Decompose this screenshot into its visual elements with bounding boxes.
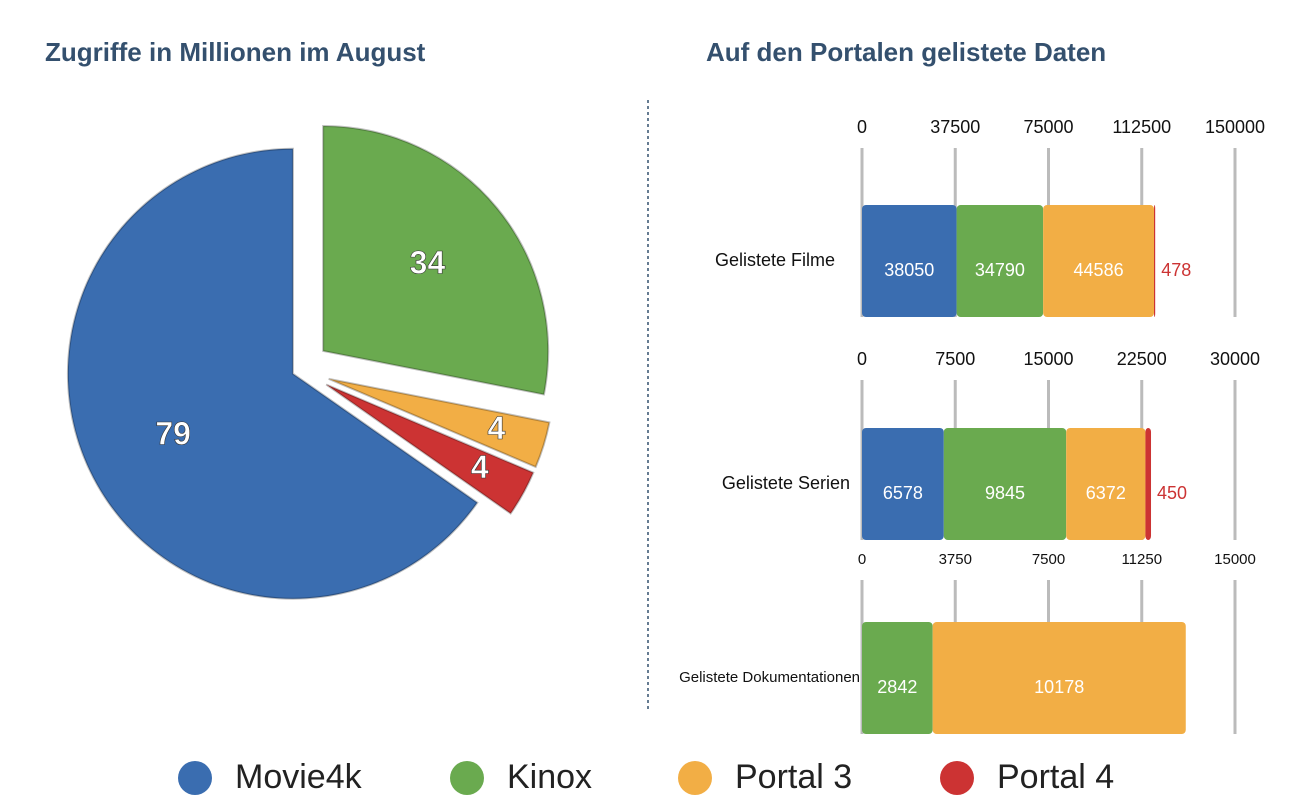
x-tick-label: 3750 — [939, 551, 972, 568]
data-label: 6578 — [883, 483, 923, 503]
category-label: Gelistete Serien — [722, 473, 850, 493]
pie-slice — [328, 377, 551, 469]
bar-segment — [1043, 205, 1154, 317]
x-tick-label: 112500 — [1112, 117, 1171, 137]
pie-slice — [322, 124, 550, 396]
bar-segment — [862, 622, 933, 734]
data-label: 4 — [488, 410, 506, 446]
legend-label: Portal 4 — [997, 758, 1114, 796]
bar-segment — [932, 622, 1186, 734]
bar-segment — [862, 205, 957, 317]
data-label: 10178 — [1034, 677, 1084, 697]
data-label: 34 — [410, 245, 446, 281]
data-label: 6372 — [1086, 483, 1126, 503]
bar-segment — [1153, 205, 1156, 317]
legend-label: Kinox — [507, 758, 592, 796]
data-label: 9845 — [985, 483, 1025, 503]
x-tick-label: 75000 — [1023, 117, 1073, 137]
x-tick-label: 150000 — [1205, 117, 1265, 137]
legend-marker — [450, 761, 484, 795]
legend-marker — [678, 761, 712, 795]
x-tick-label: 0 — [857, 349, 867, 369]
data-label: 34790 — [975, 260, 1025, 280]
bar-segment — [1145, 428, 1152, 540]
legend-marker — [940, 761, 974, 795]
x-tick-label: 22500 — [1117, 349, 1167, 369]
data-label: 38050 — [884, 260, 934, 280]
x-tick-label: 15000 — [1023, 349, 1073, 369]
bar-segment — [943, 428, 1067, 540]
chart-title: Zugriffe in Millionen im August — [45, 37, 426, 67]
x-tick-label: 11250 — [1121, 551, 1162, 568]
x-tick-label: 0 — [858, 551, 866, 568]
data-label: 4 — [471, 449, 489, 485]
x-tick-label: 0 — [857, 117, 867, 137]
bar-segment — [1066, 428, 1146, 540]
x-tick-label: 15000 — [1214, 551, 1256, 568]
legend-label: Movie4k — [235, 758, 363, 796]
pie-slice — [66, 147, 479, 600]
data-label: 44586 — [1074, 260, 1124, 280]
x-tick-label: 7500 — [1032, 551, 1065, 568]
bar-segment — [862, 428, 944, 540]
data-label: 450 — [1157, 483, 1187, 503]
legend-label: Portal 3 — [735, 758, 852, 796]
pie-slice — [325, 383, 535, 515]
data-label: 478 — [1161, 260, 1191, 280]
x-tick-label: 30000 — [1210, 349, 1260, 369]
x-tick-label: 37500 — [930, 117, 980, 137]
category-label: Gelistete Filme — [715, 250, 835, 270]
x-tick-label: 7500 — [935, 349, 975, 369]
chart-title: Auf den Portalen gelistete Daten — [706, 37, 1106, 67]
data-label: 2842 — [877, 677, 917, 697]
category-label: Gelistete Dokumentationen — [679, 669, 860, 686]
bar-segment — [956, 205, 1044, 317]
legend-marker — [178, 761, 212, 795]
data-label: 79 — [155, 416, 191, 452]
